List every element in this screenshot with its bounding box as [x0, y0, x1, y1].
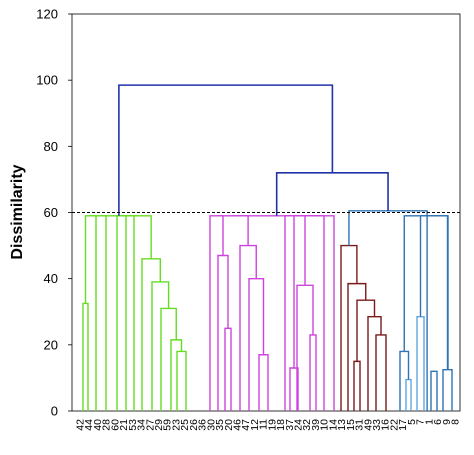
dendrogram-link-green [176, 350, 187, 411]
y-tick-label: 120 [36, 7, 58, 22]
leaf-label: 32 [301, 419, 313, 431]
dendrogram-link-lightblue [416, 316, 425, 411]
leaf-label: 18 [275, 419, 287, 431]
leaf-label: 49 [362, 419, 374, 431]
dendrogram-link-magenta [224, 327, 232, 411]
dendrogram-link-magenta [239, 244, 257, 411]
leaf-label: 15 [345, 419, 357, 431]
leaf-label: 44 [83, 419, 95, 431]
leaf-label: 25 [179, 419, 191, 431]
dendrogram-link-green [82, 302, 89, 411]
leaf-label: 21 [118, 419, 130, 431]
dendrogram-link-darkred [375, 334, 387, 411]
leaf-label: 35 [214, 419, 226, 431]
leaf-label: 6 [432, 419, 444, 425]
dendrogram-links [82, 84, 453, 411]
leaf-label: 23 [170, 419, 182, 431]
dendrogram-link-magenta [309, 334, 317, 411]
dendrogram-link-magenta [293, 215, 306, 368]
leaf-label: 12 [249, 419, 261, 431]
dendrogram-link-green [116, 215, 127, 411]
dendrogram-link-green [141, 258, 161, 411]
dendrogram-link-magenta [209, 215, 224, 411]
leaf-label: 28 [101, 419, 113, 431]
leaf-label: 29 [153, 419, 165, 431]
leaf-label: 26 [188, 419, 200, 431]
leaf-label: 33 [371, 419, 383, 431]
leaf-label: 42 [75, 419, 87, 431]
dendrogram-link-magenta [217, 254, 229, 411]
leaf-label: 8 [450, 419, 462, 425]
leaf-label: 24 [293, 419, 305, 431]
dendrogram-link-blue [442, 368, 453, 411]
leaf-label: 11 [258, 419, 270, 430]
y-tick-label: 0 [51, 404, 58, 419]
dendrogram-link-magenta [248, 277, 265, 411]
dendrogram-link-blue [434, 215, 449, 370]
leaf-label: 40 [92, 419, 104, 431]
leaf-label: 7 [415, 419, 427, 425]
dendrogram-link-green [84, 215, 97, 411]
dendrogram-link-darkred [356, 299, 376, 362]
leaf-label: 19 [266, 419, 278, 431]
dendrogram-link-magenta [308, 215, 335, 411]
leaf-label: 9 [441, 419, 453, 425]
dendrogram-link-lightblue [405, 378, 412, 411]
leaf-label: 39 [310, 419, 322, 431]
leaf-label: 10 [319, 419, 331, 431]
leaf-label: 46 [231, 419, 243, 431]
leaf-label: 13 [336, 419, 348, 431]
dendrogram-link-green [170, 339, 183, 411]
leaf-label: 17 [397, 419, 409, 431]
dendrogram-link-magenta [216, 215, 249, 246]
leaf-label: 47 [240, 419, 252, 431]
dendrogram-link-top [118, 84, 334, 216]
leaf-label: 22 [388, 419, 400, 431]
y-tick-label: 60 [44, 205, 58, 220]
y-tick-label: 100 [36, 73, 58, 88]
dendrogram-link-green [121, 215, 135, 411]
dendrogram-link-magenta [289, 367, 299, 411]
dendrogram-link-green [90, 215, 107, 411]
y-tick-label: 80 [44, 139, 58, 154]
leaf-label: 60 [109, 419, 121, 431]
dendrogram-link-darkred [353, 360, 361, 411]
y-tick-label: 40 [44, 271, 58, 286]
dendrogram-link-blue [430, 370, 438, 411]
leaf-label: 14 [327, 419, 339, 431]
leaf-label: 16 [380, 419, 392, 431]
dendrogram-link-magenta [258, 354, 269, 411]
dendrogram-link-blue [348, 210, 428, 411]
leaf-label: 59 [162, 419, 174, 431]
dendrogram-link-green [160, 307, 177, 411]
leaf-label: 27 [144, 419, 156, 431]
leaf-label: 1 [423, 419, 435, 425]
leaf-labels: 4244402860215334272959232526363035204647… [75, 419, 462, 431]
leaf-label: 36 [197, 419, 209, 431]
y-axis-label: Dissimilarity [9, 164, 26, 259]
leaf-label: 31 [354, 419, 366, 431]
leaf-label: 30 [205, 419, 217, 431]
leaf-label: 34 [136, 419, 148, 431]
dendrogram-link-top [275, 172, 389, 216]
dendrogram-link-blue [399, 350, 410, 411]
dendrogram-link-green [127, 215, 152, 259]
leaf-label: 20 [223, 419, 235, 431]
dendrogram-link-darkred [367, 316, 382, 411]
y-axis: 0 20 40 60 80 100 120 [36, 7, 72, 419]
dendrogram-link-blue [403, 215, 441, 352]
leaf-label: 37 [284, 419, 296, 431]
leaf-label: 53 [127, 419, 139, 431]
leaf-label: 5 [406, 419, 418, 425]
y-tick-label: 20 [44, 337, 58, 352]
